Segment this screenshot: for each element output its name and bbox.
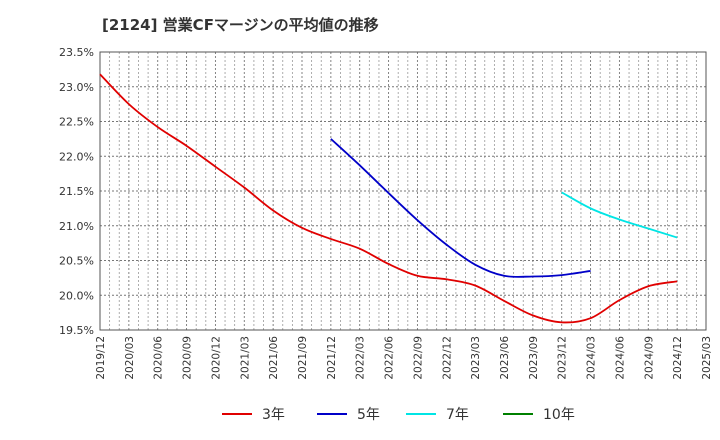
y-tick-label: 20.0%: [59, 289, 94, 302]
legend-label: 5年: [357, 407, 380, 423]
legend-label: 10年: [543, 407, 575, 423]
chart-title: [2124] 営業CFマージンの平均値の推移: [102, 16, 379, 34]
y-tick-label: 22.0%: [59, 150, 94, 163]
x-tick-label: 2023/03: [470, 336, 482, 380]
x-tick-label: 2020/03: [124, 336, 136, 380]
y-tick-label: 21.0%: [59, 220, 94, 233]
y-tick-label: 20.5%: [59, 255, 94, 268]
x-tick-label: 2025/03: [701, 336, 713, 380]
series-line-7年: [561, 191, 678, 239]
y-tick-label: 19.5%: [59, 324, 94, 337]
x-tick-label: 2024/09: [643, 336, 655, 380]
x-tick-label: 2022/09: [412, 336, 424, 380]
x-tick-label: 2021/06: [268, 336, 280, 380]
series-line-5年: [330, 138, 591, 278]
x-tick-label: 2024/06: [614, 336, 626, 380]
x-tick-label: 2019/12: [95, 336, 107, 380]
y-tick-label: 23.5%: [59, 46, 94, 59]
plot-border: [99, 51, 707, 331]
x-tick-label: 2021/03: [239, 336, 251, 380]
x-tick-label: 2023/12: [557, 336, 569, 380]
x-tick-label: 2023/09: [528, 336, 540, 380]
x-tick-label: 2022/12: [441, 336, 453, 380]
x-tick-label: 2021/09: [297, 336, 309, 380]
x-tick-label: 2024/03: [586, 336, 598, 380]
x-tick-label: 2021/12: [326, 336, 338, 380]
x-tick-label: 2023/06: [499, 336, 511, 380]
legend-label: 7年: [446, 407, 469, 423]
x-tick-label: 2024/12: [672, 336, 684, 380]
x-tick-label: 2022/06: [384, 336, 396, 380]
legend-label: 3年: [262, 407, 285, 423]
x-tick-label: 2020/09: [182, 336, 194, 380]
x-tick-label: 2020/12: [210, 336, 222, 380]
y-tick-label: 21.5%: [59, 185, 94, 198]
y-tick-label: 22.5%: [59, 116, 94, 129]
plot-area: [100, 52, 706, 330]
y-tick-label: 23.0%: [59, 81, 94, 94]
x-tick-label: 2022/03: [355, 336, 367, 380]
x-tick-label: 2020/06: [153, 336, 165, 380]
series-line-3年: [99, 73, 678, 324]
